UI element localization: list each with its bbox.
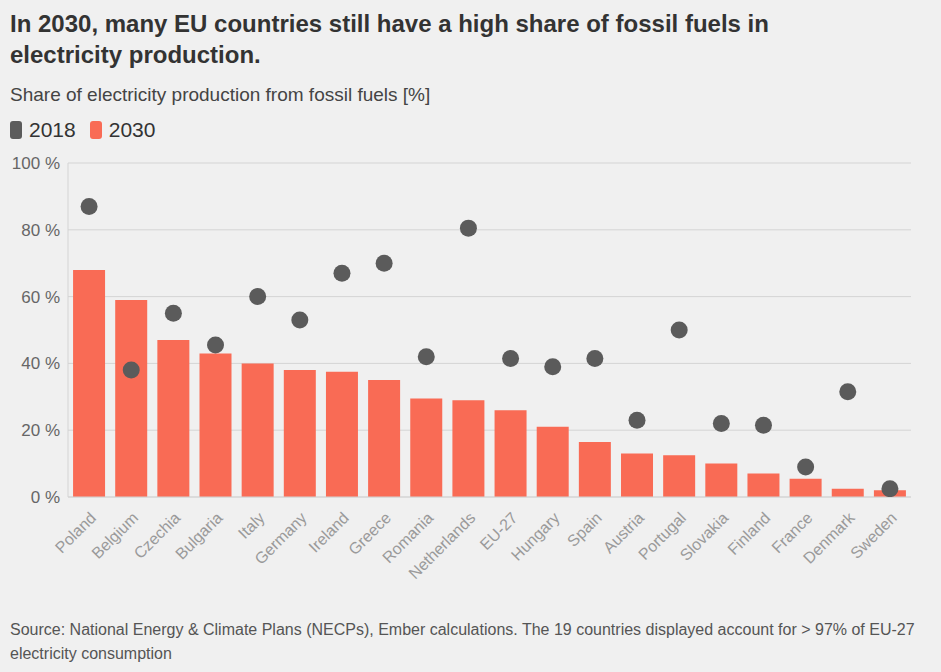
svg-text:Slovakia: Slovakia — [677, 509, 732, 564]
svg-text:80 %: 80 % — [21, 221, 60, 240]
svg-text:Bulgaria: Bulgaria — [172, 509, 226, 563]
svg-text:France: France — [768, 509, 816, 557]
svg-text:Finland: Finland — [724, 509, 773, 558]
svg-text:Sweden: Sweden — [847, 509, 900, 562]
svg-text:20 %: 20 % — [21, 421, 60, 440]
svg-text:Italy: Italy — [235, 509, 268, 542]
svg-text:40 %: 40 % — [21, 354, 60, 373]
html-text:2018: 2018 — [29, 118, 76, 141]
html-text:In 2030, many EU countries sti: In 2030, many EU countries still have a … — [10, 10, 769, 68]
svg-text:Romania: Romania — [379, 509, 437, 567]
svg-text:EU-27: EU-27 — [476, 509, 521, 554]
svg-text:Portugal: Portugal — [635, 509, 690, 564]
svg-text:Ireland: Ireland — [305, 509, 352, 556]
svg-text:Germany: Germany — [251, 509, 310, 568]
svg-text:0 %: 0 % — [31, 488, 60, 507]
html-text:2030: 2030 — [108, 118, 156, 141]
svg-text:100 %: 100 % — [12, 154, 60, 173]
svg-text:Austria: Austria — [599, 509, 648, 557]
html-text:Share of electricity productio: Share of electricity production from fos… — [10, 84, 431, 105]
svg-text:Denmark: Denmark — [800, 508, 859, 567]
svg-text:Czechia: Czechia — [130, 509, 184, 562]
svg-text:Netherlands: Netherlands — [405, 509, 478, 582]
svg-text:Belgium: Belgium — [88, 509, 142, 562]
svg-text:Hungary: Hungary — [508, 509, 563, 564]
svg-text:Poland: Poland — [51, 509, 100, 557]
svg-text:Spain: Spain — [564, 509, 605, 550]
svg-text:60 %: 60 % — [21, 288, 60, 307]
html-text:Source: National Energy & Clim: Source: National Energy & Climate Plans … — [10, 621, 915, 662]
svg-text:Greece: Greece — [345, 509, 395, 559]
